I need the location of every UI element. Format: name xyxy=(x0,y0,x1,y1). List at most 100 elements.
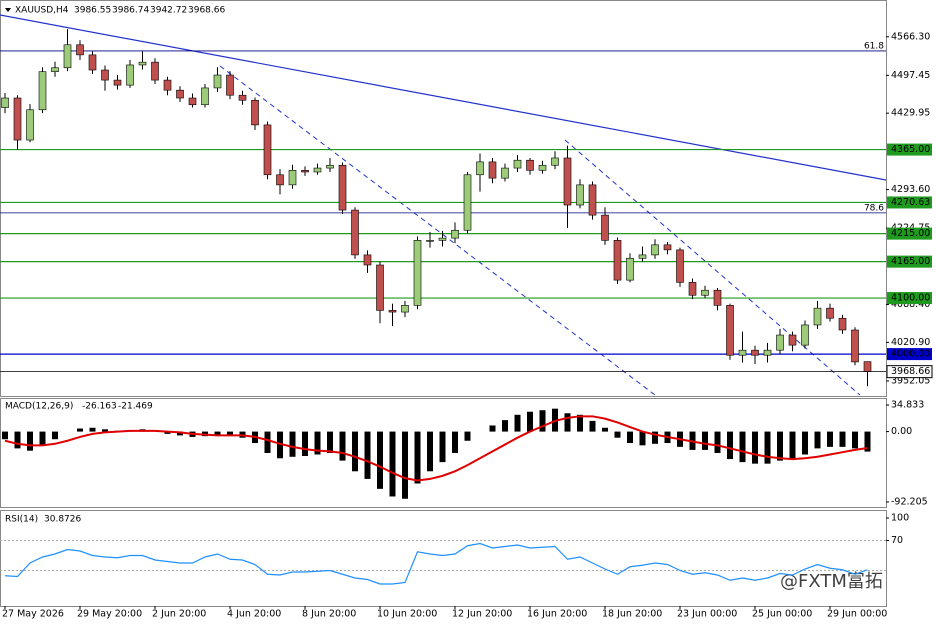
x-tick-label: 29 May 20:00 xyxy=(77,609,142,620)
rsi-line xyxy=(4,542,868,585)
candle-body xyxy=(601,214,609,241)
macd-bar xyxy=(514,414,521,432)
candle-body xyxy=(413,240,422,306)
channel-line xyxy=(219,65,656,396)
macd-bar xyxy=(789,431,796,460)
macd-bar xyxy=(327,431,333,453)
candle-body xyxy=(126,64,134,86)
macd-bar xyxy=(352,431,358,472)
candle-body xyxy=(213,74,222,89)
header-close: 3968.66 xyxy=(188,6,225,16)
macd-bar xyxy=(814,431,821,449)
symbol: XAUUSD,H4 xyxy=(15,6,69,16)
x-tick-label: 10 Jun 20:00 xyxy=(377,609,437,620)
candle-body xyxy=(363,254,372,266)
candle-body xyxy=(626,257,634,281)
trend-line xyxy=(0,14,887,181)
rsi-panel-frame xyxy=(0,510,887,607)
price-label-box xyxy=(886,365,933,379)
macd-bar xyxy=(414,431,421,484)
x-tick-label: 29 Jun 00:00 xyxy=(827,609,887,620)
x-tick-label: 27 May 2026 xyxy=(2,609,64,620)
macd-bar xyxy=(577,414,583,432)
level-label-box xyxy=(887,292,932,305)
fib-label: 61.8 xyxy=(864,41,884,51)
macd-bar xyxy=(452,431,458,453)
watermark: @FXTM富拓 xyxy=(780,571,883,592)
candle-body xyxy=(838,317,847,331)
y-tick-label: 3952.05 xyxy=(891,375,930,386)
macd-bar xyxy=(2,431,8,440)
level-label: 4100.00 xyxy=(891,293,930,304)
macd-bar xyxy=(602,427,608,432)
macd-panel-frame xyxy=(0,398,887,508)
candle-body xyxy=(476,161,484,176)
fib-label: 78.6 xyxy=(864,203,884,213)
macd-bar xyxy=(227,431,233,436)
rsi-value: 30.8726 xyxy=(44,515,81,525)
macd-bar xyxy=(314,431,321,455)
x-tick-label: 25 Jun 00:00 xyxy=(752,609,812,620)
candle-body xyxy=(401,305,409,313)
y-tick-label: 4088.40 xyxy=(891,299,930,310)
candle-body xyxy=(538,164,547,171)
candle-body xyxy=(276,174,284,186)
macd-bar xyxy=(639,431,646,446)
header-low: 3942.72 xyxy=(150,6,187,16)
candle-body xyxy=(688,282,697,296)
macd-name: MACD(12,26,9) xyxy=(5,402,73,412)
macd-bar xyxy=(52,431,58,440)
candle-body xyxy=(301,170,309,173)
macd-bar xyxy=(427,431,433,472)
candle-body xyxy=(151,61,159,81)
candle-body xyxy=(138,61,147,66)
candle-body xyxy=(201,87,209,106)
candle-body xyxy=(863,361,872,372)
candle-body xyxy=(38,71,47,111)
x-tick-label: 18 Jun 20:00 xyxy=(602,609,662,620)
candle-body xyxy=(163,79,172,91)
candle-body xyxy=(288,170,297,186)
candle-body xyxy=(76,44,84,56)
level-label: 4365.00 xyxy=(891,144,930,155)
x-tick-label: 2 Jun 20:00 xyxy=(152,609,206,620)
candle-body xyxy=(463,174,472,231)
macd-bar xyxy=(39,431,46,446)
y-tick-label: 4497.45 xyxy=(891,70,930,81)
candle-body xyxy=(738,349,747,356)
macd-bar xyxy=(402,431,408,499)
candle-body xyxy=(851,329,859,363)
macd-bar xyxy=(277,431,283,459)
macd-bar xyxy=(164,431,171,434)
macd-bar xyxy=(702,431,708,450)
candle-body xyxy=(451,229,459,239)
candle-body xyxy=(376,264,384,311)
candle-body xyxy=(1,97,9,108)
candle-body xyxy=(676,249,684,283)
level-label: 4270.63 xyxy=(891,197,930,208)
candle-body xyxy=(713,289,722,306)
macd-bar xyxy=(589,420,596,432)
candle-body xyxy=(251,99,259,126)
macd-bar xyxy=(364,431,371,479)
macd-bar xyxy=(627,431,633,444)
level-label-box xyxy=(887,196,932,209)
candle-body xyxy=(526,159,534,171)
candle-body xyxy=(763,349,772,356)
candle-body xyxy=(801,324,809,346)
candle-body xyxy=(651,244,659,256)
x-tick-label: 16 Jun 20:00 xyxy=(527,609,587,620)
level-label-box xyxy=(887,255,932,268)
macd-bar xyxy=(777,431,783,461)
menu-arrow[interactable] xyxy=(5,8,11,12)
macd-bar xyxy=(614,431,621,438)
macd-bar xyxy=(739,431,746,463)
candle-body xyxy=(638,254,647,259)
macd-bar xyxy=(377,431,383,489)
x-tick-label: 4 Jun 20:00 xyxy=(227,609,281,620)
candle-body xyxy=(338,164,347,211)
candle-body xyxy=(326,164,334,169)
macd-bar xyxy=(502,420,508,432)
